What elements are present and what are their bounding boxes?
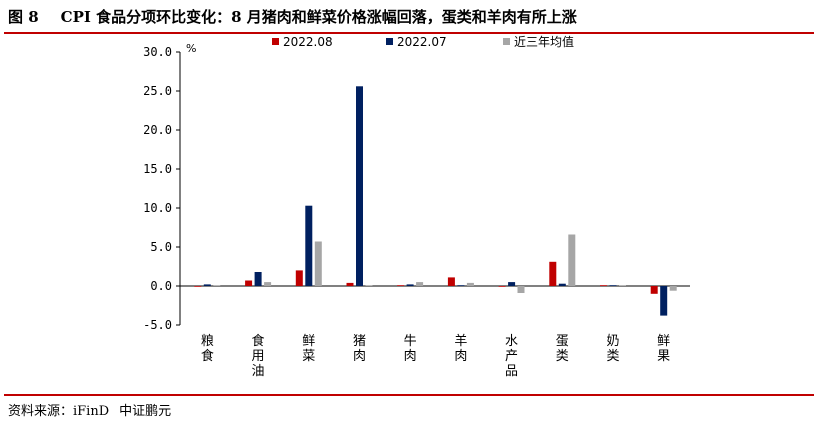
bar-1-10 — [650, 286, 658, 294]
bar-3-6 — [466, 282, 474, 286]
bar-1-9 — [600, 285, 607, 286]
bar-2-7 — [508, 282, 516, 286]
y-tick-label: 20.0 — [143, 123, 172, 137]
figure-title: 图 8 CPI 食品分项环比变化：8 月猪肉和鲜菜价格涨幅回落，蛋类和羊肉有所上涨 — [8, 4, 577, 30]
x-category-label: 鲜菜 — [302, 334, 315, 364]
y-tick-label: 15.0 — [143, 162, 172, 176]
top-rule — [4, 32, 814, 34]
bar-3-5 — [416, 282, 424, 286]
y-tick-label: 5.0 — [150, 240, 172, 254]
bar-2-1 — [203, 284, 211, 286]
bar-1-8 — [549, 261, 557, 286]
bar-3-3 — [314, 241, 322, 286]
bar-3-1 — [213, 285, 221, 286]
x-category-label: 牛肉 — [404, 334, 417, 364]
y-unit-label: % — [186, 42, 196, 55]
bar-3-4 — [365, 285, 373, 286]
bar-1-5 — [397, 285, 405, 286]
y-tick-label: 10.0 — [143, 201, 172, 215]
bar-3-8 — [568, 234, 576, 286]
bar-1-3 — [295, 270, 303, 286]
legend-swatch — [272, 38, 279, 45]
source-org: 中证鹏元 — [119, 404, 172, 419]
legend-label: 近三年均值 — [514, 34, 574, 49]
bar-2-5 — [406, 284, 414, 286]
y-tick-label: 30.0 — [143, 45, 172, 59]
bar-3-9 — [619, 285, 626, 286]
x-category-label: 粮食 — [201, 334, 214, 364]
legend-label: 2022.08 — [283, 35, 333, 49]
source-label: 资料来源：iFinD — [8, 404, 110, 419]
bar-2-3 — [305, 205, 313, 286]
x-category-label: 食用油 — [252, 333, 265, 379]
bar-1-1 — [194, 286, 202, 287]
bottom-rule — [4, 394, 814, 396]
legend-swatch — [503, 38, 510, 45]
bar-1-4 — [346, 282, 354, 286]
y-tick-label: 25.0 — [143, 84, 172, 98]
x-category-label: 蛋类 — [556, 334, 569, 364]
x-category-label: 猪肉 — [353, 334, 366, 364]
legend-swatch — [386, 38, 393, 45]
figure-number: 图 8 — [8, 8, 39, 26]
x-category-label: 水产品 — [505, 334, 518, 379]
figure-title-text: CPI 食品分项环比变化：8 月猪肉和鲜菜价格涨幅回落，蛋类和羊肉有所上涨 — [60, 8, 577, 26]
bar-1-7 — [498, 286, 506, 287]
bar-2-2 — [254, 272, 262, 286]
bar-2-10 — [660, 286, 668, 316]
x-category-label: 奶类 — [606, 334, 619, 364]
bar-2-4 — [356, 86, 363, 286]
bar-1-2 — [245, 280, 253, 286]
x-category-label: 羊肉 — [454, 333, 467, 364]
bar-3-7 — [517, 286, 525, 293]
x-category-label: 鲜果 — [657, 334, 670, 364]
bar-3-2 — [264, 282, 272, 286]
legend-label: 2022.07 — [397, 35, 447, 49]
bar-2-9 — [609, 285, 617, 286]
bar-1-6 — [447, 277, 455, 286]
bar-2-6 — [457, 285, 465, 286]
bar-2-8 — [558, 283, 566, 286]
bar-3-10 — [669, 286, 677, 291]
y-tick-label: 0.0 — [150, 279, 172, 293]
source-note: 资料来源：iFinD 中证鹏元 — [8, 400, 181, 419]
y-tick-label: -5.0 — [143, 318, 172, 332]
